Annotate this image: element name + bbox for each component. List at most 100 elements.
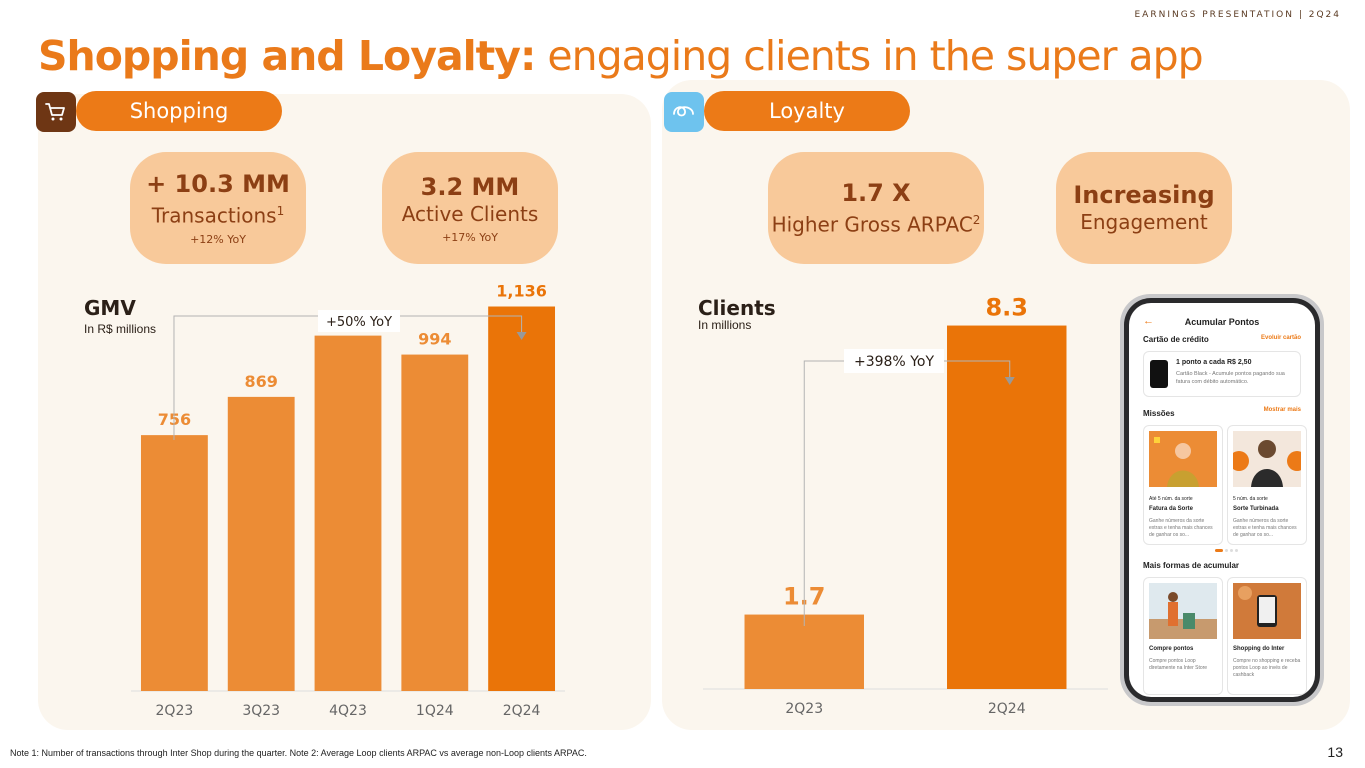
- kpi-active-clients-value: 3.2 MM: [420, 172, 520, 201]
- back-arrow-icon[interactable]: ←: [1143, 315, 1154, 327]
- mission-tag: 5 núm. da sorte: [1233, 496, 1268, 502]
- tick-label: 1Q24: [416, 703, 454, 719]
- phone-header: Acumular Pontos: [1184, 317, 1260, 327]
- tick-label: 3Q23: [242, 703, 280, 719]
- phone-screen: ← Acumular Pontos Cartão de crédito Evol…: [1129, 303, 1315, 697]
- more-desc: Compre no shopping e receba pontos Loop …: [1233, 658, 1301, 678]
- phone-missions-title: Missões: [1143, 409, 1175, 418]
- phone-missions-link[interactable]: Mostrar mais: [1263, 407, 1301, 413]
- kpi-transactions-growth: +12% YoY: [190, 232, 246, 246]
- bar-1Q24: [401, 354, 469, 691]
- carousel-dot: [1215, 549, 1223, 552]
- phone-mockup: ← Acumular Pontos Cartão de crédito Evol…: [1120, 294, 1324, 706]
- phone-card-title: 1 ponto a cada R$ 2,50: [1176, 359, 1252, 366]
- more-image-2: [1233, 583, 1301, 639]
- phone-card-link[interactable]: Evoluir cartão: [1260, 335, 1301, 341]
- phone-bezel: ← Acumular Pontos Cartão de crédito Evol…: [1124, 298, 1320, 702]
- phone-card-desc: Cartão Black - Acumule pontos pagando su…: [1176, 371, 1285, 385]
- yoy-label: +50% YoY: [326, 315, 392, 330]
- more-illustration-1: [1149, 583, 1217, 639]
- kpi-arpac-value: 1.7 X: [841, 178, 911, 207]
- footnote: Note 1: Number of transactions through I…: [10, 748, 587, 758]
- more-card[interactable]: Shopping do Inter Compre no shopping e r…: [1227, 577, 1307, 695]
- phone-card-section: Cartão de crédito: [1143, 335, 1209, 344]
- yoy-arrowhead: [1004, 377, 1015, 385]
- kpi-engagement-label: Engagement: [1080, 210, 1208, 234]
- bar-2Q24: [488, 306, 556, 691]
- mission-desc: Ganhe números da sorte extras e tenha ma…: [1149, 518, 1213, 538]
- more-illustration-2: [1233, 583, 1301, 639]
- yoy-label: +398% YoY: [854, 354, 934, 370]
- mission-title: Sorte Turbinada: [1233, 506, 1279, 512]
- more-card[interactable]: Compre pontos Compre pontos Loop diretam…: [1143, 577, 1223, 695]
- mission-illustration-1: [1149, 431, 1217, 487]
- bar-3Q23: [227, 396, 295, 691]
- data-label: 1,136: [496, 282, 547, 301]
- mission-illustration-2: [1229, 431, 1307, 487]
- yoy-arrowhead: [516, 332, 527, 340]
- carousel-dot: [1225, 549, 1228, 552]
- yoy-label-bg: [844, 349, 944, 373]
- mission-image-1: [1149, 431, 1217, 487]
- kpi-transactions-label: Transactions1: [152, 198, 284, 229]
- tick-label: 2Q24: [503, 703, 541, 719]
- kpi-active-clients: 3.2 MM Active Clients +17% YoY: [382, 152, 558, 264]
- data-label: 8.3: [985, 294, 1028, 322]
- more-desc: Compre pontos Loop diretamente na Inter …: [1149, 658, 1208, 671]
- kpi-engagement: Increasing Engagement: [1056, 152, 1232, 264]
- kpi-arpac-label: Higher Gross ARPAC2: [772, 207, 981, 238]
- kpi-engagement-value: Increasing: [1073, 181, 1215, 209]
- phone-more-title: Mais formas de acumular: [1143, 561, 1240, 570]
- mission-title: Fatura da Sorte: [1149, 506, 1194, 512]
- clients-subtitle: In millions: [698, 318, 752, 332]
- kpi-active-clients-label: Active Clients: [401, 201, 539, 226]
- page-title: Shopping and Loyalty: engaging clients i…: [38, 32, 1204, 80]
- bar-2Q23: [744, 614, 864, 689]
- page-number: 13: [1327, 744, 1343, 760]
- more-title: Compre pontos: [1149, 646, 1194, 652]
- data-label: 869: [244, 372, 277, 391]
- tick-label: 2Q23: [785, 701, 823, 717]
- gmv-subtitle: In R$ millions: [84, 322, 157, 336]
- cart-icon: [36, 92, 76, 132]
- page-title-bold: Shopping and Loyalty:: [38, 32, 536, 80]
- kpi-transactions-label-text: Transactions: [151, 203, 277, 228]
- kpi-transactions: + 10.3 MM Transactions1 +12% YoY: [130, 152, 306, 264]
- more-title: Shopping do Inter: [1233, 646, 1285, 652]
- yoy-label-bg: [318, 310, 400, 332]
- gmv-title: GMV: [84, 296, 136, 320]
- mission-image-2: [1229, 431, 1307, 487]
- loyalty-pill: Loyalty: [704, 91, 910, 131]
- shopping-pill: Shopping: [76, 91, 282, 131]
- more-image-1: [1149, 583, 1217, 639]
- data-label: 994: [418, 330, 451, 349]
- kpi-arpac-label-text: Higher Gross ARPAC: [771, 212, 973, 237]
- page-title-rest: engaging clients in the super app: [535, 32, 1203, 80]
- mission-tag: Até 5 núm. da sorte: [1149, 496, 1193, 502]
- loop-icon: [664, 92, 704, 132]
- kpi-transactions-value: + 10.3 MM: [146, 170, 290, 199]
- tick-label: 2Q23: [156, 703, 194, 719]
- bar-2Q24: [947, 325, 1067, 689]
- bar-4Q23: [314, 335, 382, 691]
- kpi-arpac-note: 2: [972, 212, 981, 227]
- phone-card[interactable]: 1 ponto a cada R$ 2,50 Cartão Black - Ac…: [1143, 351, 1301, 397]
- header-label: EARNINGS PRESENTATION | 2Q24: [1134, 10, 1341, 20]
- mission-card[interactable]: 5 núm. da sorte Sorte Turbinada Ganhe nú…: [1227, 425, 1307, 545]
- bar-2Q23: [140, 435, 208, 691]
- clients-title: Clients: [698, 296, 776, 320]
- kpi-arpac: 1.7 X Higher Gross ARPAC2: [768, 152, 984, 264]
- carousel-dots: [1215, 549, 1239, 552]
- mission-card[interactable]: Até 5 núm. da sorte Fatura da Sorte Ganh…: [1143, 425, 1223, 545]
- black-card-icon: [1150, 360, 1168, 388]
- mission-desc: Ganhe números da sorte extras e tenha ma…: [1233, 518, 1297, 538]
- kpi-active-clients-growth: +17% YoY: [442, 230, 498, 244]
- tick-label: 2Q24: [988, 701, 1026, 717]
- carousel-dot: [1235, 549, 1238, 552]
- kpi-transactions-note: 1: [276, 204, 285, 219]
- carousel-dot: [1230, 549, 1233, 552]
- tick-label: 4Q23: [329, 703, 367, 719]
